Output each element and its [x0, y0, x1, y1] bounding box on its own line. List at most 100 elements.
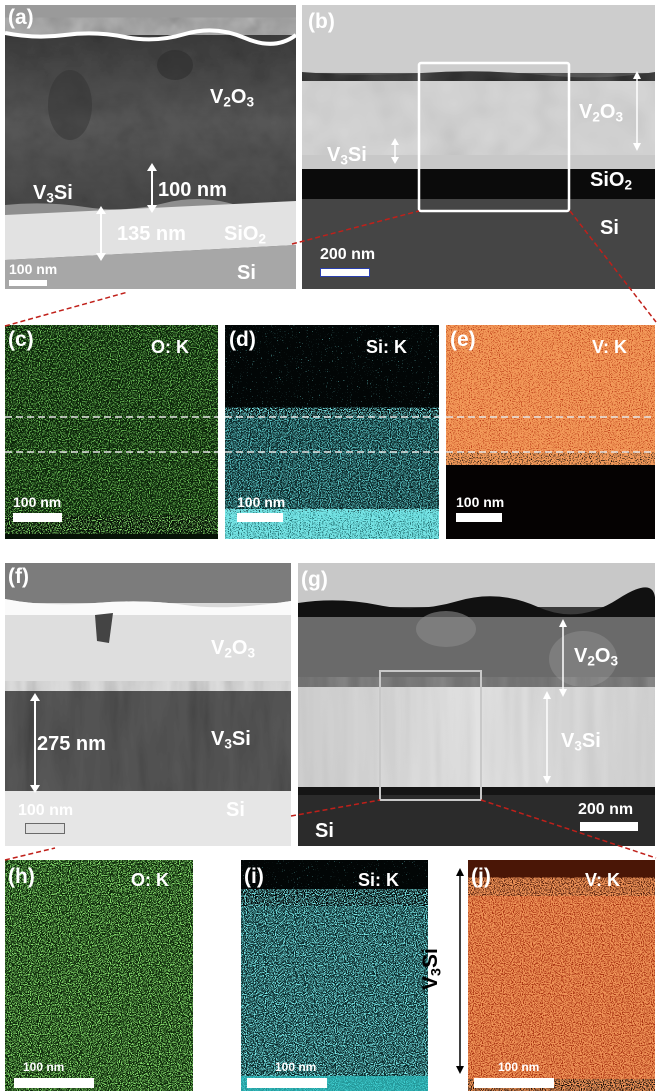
v2o3-v: V — [211, 637, 225, 659]
v3si-sub: 3 — [340, 152, 348, 168]
panel-h-element: O: K — [131, 870, 169, 890]
v2o3-o: O — [594, 645, 611, 667]
panel-i-noise — [241, 860, 428, 1091]
panel-c-scale-bar — [13, 513, 62, 522]
panel-j-scale-label: 100 nm — [498, 1060, 540, 1074]
panel-a-label: (a) — [8, 6, 34, 29]
v3si-si: Si — [53, 182, 73, 204]
panel-h-noise — [5, 860, 193, 1091]
panel-g-scale-label: 200 nm — [578, 801, 634, 818]
v3si-v: V — [561, 730, 575, 752]
v2o3-sub2: 2 — [224, 645, 232, 661]
panel-c-scale-label: 100 nm — [13, 494, 62, 510]
panel-a-v3si-label: V3Si — [33, 183, 73, 205]
v3si-v: V — [211, 728, 225, 750]
panel-g-scale-bar — [580, 822, 638, 831]
v2o3-sub2: 2 — [223, 94, 231, 110]
v2o3-sub3: 3 — [247, 645, 256, 661]
sio2-sub: 2 — [624, 177, 633, 193]
v3si-v: V — [327, 144, 341, 166]
panel-f-label: (f) — [8, 565, 29, 588]
v2o3-sub2: 2 — [592, 109, 600, 125]
panel-e-vanadium-map: (e) V: K 100 nm — [446, 325, 655, 539]
panel-d-scale-label: 100 nm — [237, 494, 286, 510]
panel-j-v3si-side-label: V3Si — [419, 948, 445, 990]
v2o3-o: O — [230, 86, 247, 108]
panel-h-oxygen-map: (h) O: K 100 nm — [5, 860, 193, 1091]
panel-i-silicon-map: (i) Si: K 100 nm — [241, 860, 428, 1091]
panel-c-label: (c) — [8, 328, 34, 351]
panel-d-label: (d) — [229, 328, 256, 351]
panel-d-scale-bar — [237, 513, 283, 522]
sio2-sub: 2 — [258, 231, 267, 247]
panel-b-v3si-label: V3Si — [327, 145, 367, 167]
panel-b-v2o3-label: V2O3 — [579, 102, 623, 124]
panel-i-label: (i) — [244, 865, 264, 888]
panel-g-si-label: Si — [315, 820, 334, 842]
v2o3-o: O — [231, 637, 248, 659]
panel-j-element: V: K — [585, 870, 621, 890]
panel-f-v2o3-label: V2O3 — [211, 638, 255, 660]
panel-b-si-label: Si — [600, 217, 619, 239]
panel-g-stem-image: (g) V2O3 V3Si 200 nm Si — [298, 563, 655, 846]
panel-j-vanadium-map: (j) V: K 100 nm — [468, 860, 655, 1091]
panel-a-tem-image: (a) V2O3 V3Si 100 nm 135 nm SiO2 Si 100 … — [5, 5, 296, 289]
panel-a-layers — [5, 5, 296, 289]
panel-f-v3si-label: V3Si — [211, 729, 251, 751]
panel-a-scale-bar — [9, 280, 47, 286]
panel-g-v3si-label: V3Si — [561, 731, 601, 753]
panel-b-scale-label: 200 nm — [320, 246, 376, 263]
panel-j-v3si-side-arrow — [456, 868, 464, 1074]
panel-e-noise — [446, 325, 655, 453]
panel-c-noise — [5, 325, 218, 515]
v2o3-sub2: 2 — [587, 653, 595, 669]
sio2-text: SiO — [224, 223, 259, 245]
v3si-sub: 3 — [46, 190, 54, 206]
v3si-v: V — [33, 182, 47, 204]
panel-i-scale-bar — [247, 1078, 327, 1088]
panel-b-sio2-label: SiO2 — [590, 170, 632, 192]
v3si-sub: 3 — [224, 736, 232, 752]
side-si: Si — [419, 948, 442, 969]
v2o3-o: O — [599, 101, 616, 123]
panel-b-stem-image: (b) V2O3 V3Si SiO2 Si 200 nm — [302, 5, 655, 289]
panel-f-scale-bar — [25, 823, 65, 834]
v3si-si: Si — [347, 144, 367, 166]
panel-g-label: (g) — [301, 568, 328, 591]
panel-j-noise — [468, 860, 655, 1079]
side-v: V — [419, 975, 442, 990]
panel-i-scale-label: 100 nm — [275, 1060, 317, 1074]
panel-g-v2o3-label: V2O3 — [574, 646, 618, 668]
panel-a-v2o3-label: V2O3 — [210, 87, 254, 109]
v2o3-sub3: 3 — [610, 653, 619, 669]
v2o3-v: V — [210, 86, 224, 108]
panel-f-tem-image: (f) V2O3 275 nm V3Si 100 nm Si — [5, 563, 291, 846]
connector-f-h — [4, 847, 56, 861]
panel-a-sio2-label: SiO2 — [224, 224, 266, 246]
panel-a-si-label: Si — [237, 262, 256, 284]
panel-f-layers — [5, 563, 291, 846]
panel-f-scale-label: 100 nm — [18, 802, 74, 819]
v2o3-sub3: 3 — [615, 109, 624, 125]
panel-e-scale-bar — [456, 513, 502, 522]
v2o3-v: V — [574, 645, 588, 667]
panel-e-scale-label: 100 nm — [456, 494, 505, 510]
panel-j-scale-bar — [474, 1078, 554, 1088]
panel-i-element: Si: K — [358, 870, 400, 890]
panel-d-silicon-map: (d) Si: K 100 nm — [225, 325, 439, 539]
panel-h-scale-label: 100 nm — [23, 1060, 65, 1074]
v2o3-sub3: 3 — [246, 94, 255, 110]
v3si-si: Si — [231, 728, 251, 750]
panel-c-oxygen-map: (c) O: K 100 nm — [5, 325, 218, 539]
panel-e-label: (e) — [450, 328, 476, 351]
panel-a-scale-label: 100 nm — [9, 261, 58, 277]
panel-f-si-label: Si — [226, 799, 245, 821]
v3si-sub: 3 — [574, 738, 582, 754]
panel-d-element: Si: K — [366, 337, 408, 357]
panel-f-thickness-275: 275 nm — [37, 733, 106, 755]
panel-b-scale-bar — [320, 268, 370, 277]
panel-b-label: (b) — [308, 10, 335, 33]
panel-j-label: (j) — [471, 865, 491, 888]
panel-c-element: O: K — [151, 337, 189, 357]
panel-h-label: (h) — [8, 865, 35, 888]
